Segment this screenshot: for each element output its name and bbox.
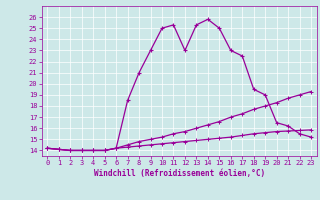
X-axis label: Windchill (Refroidissement éolien,°C): Windchill (Refroidissement éolien,°C)	[94, 169, 265, 178]
